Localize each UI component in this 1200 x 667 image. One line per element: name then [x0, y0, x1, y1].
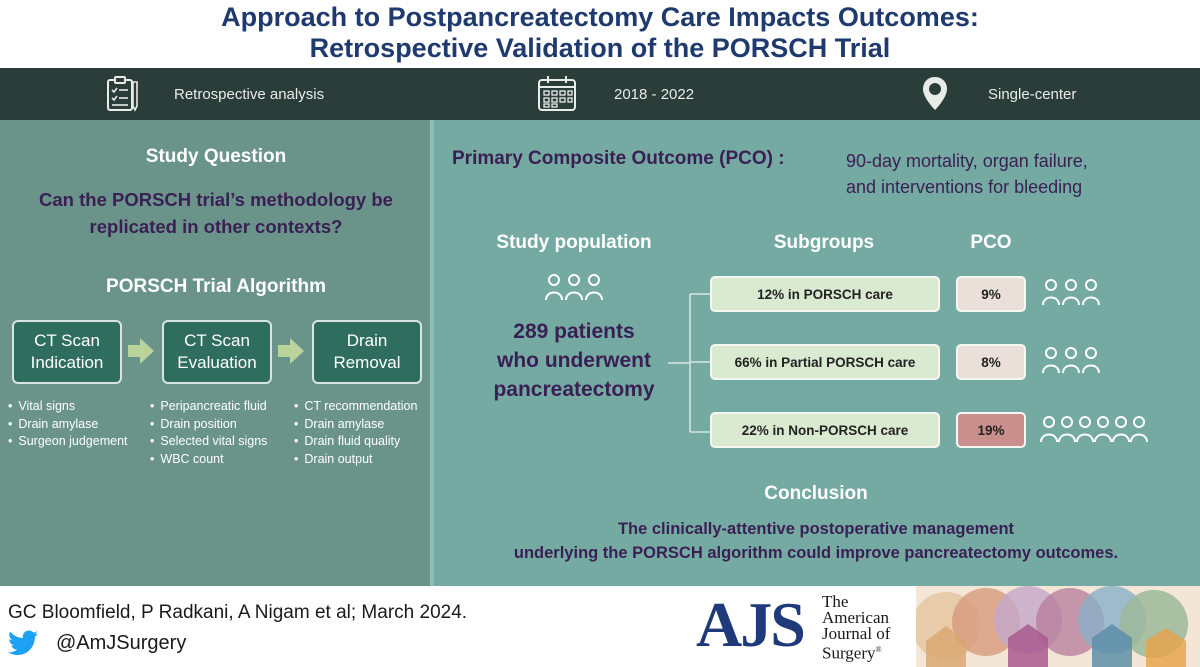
list-item: Vital signs: [8, 398, 128, 416]
step-box-drain-removal: Drain Removal: [312, 320, 422, 384]
twitter-bird-icon: [8, 630, 38, 655]
subgroup-non-porsch: 22% in Non-PORSCH care: [710, 412, 940, 448]
title-line-1: Approach to Postpancreatectomy Care Impa…: [221, 2, 979, 32]
pco-value-porsch: 9%: [956, 276, 1026, 312]
page-title: Approach to Postpancreatectomy Care Impa…: [0, 0, 1200, 70]
banner-design-label: Retrospective analysis: [174, 85, 325, 103]
clipboard-checklist-icon: [107, 76, 138, 112]
subgroups-heading: Subgroups: [773, 232, 875, 253]
population-line-3: pancreatectomy: [493, 378, 655, 401]
twitter-handle[interactable]: @AmJSurgery: [56, 632, 187, 654]
step-box-ct-indication: CT Scan Indication: [12, 320, 122, 384]
study-question-heading: Study Question: [145, 146, 287, 167]
step-3-line-1: Drain: [346, 331, 388, 350]
people-group-icon: [1042, 279, 1100, 306]
people-group-icon: [1040, 416, 1148, 443]
banner-setting-label: Single-center: [988, 85, 1077, 103]
study-question-line-1: Can the PORSCH trial’s methodology be: [39, 189, 393, 210]
population-line-2: who underwent: [497, 349, 651, 372]
subgroup-porsch: 12% in PORSCH care: [710, 276, 940, 312]
algorithm-heading: PORSCH Trial Algorithm: [106, 276, 326, 297]
list-item: Drain output: [294, 451, 417, 469]
banner-period-label: 2018 - 2022: [614, 85, 695, 103]
list-item: Surgeon judgement: [8, 433, 127, 451]
step-1-line-2: Indication: [30, 353, 104, 372]
list-item: Drain fluid quality: [294, 433, 417, 451]
calendar-icon: [538, 76, 576, 111]
list-item: Drain amylase: [8, 416, 128, 434]
journal-logo-name: The American Journal of Surgery®: [822, 592, 891, 663]
population-summary: 289 patients who underwent pancreatectom…: [474, 317, 674, 404]
arrow-right-icon: [128, 338, 154, 364]
people-group-icon: [1042, 347, 1100, 374]
pco-definition: 90-day mortality, organ failure, and int…: [846, 148, 1088, 200]
journal-name-line-1: The: [822, 592, 849, 611]
subgroup-connector: [668, 293, 710, 433]
journal-name-line-4: Surgery: [822, 643, 876, 663]
step-1-criteria-list: Vital signs Drain amylase Surgeon judgem…: [8, 398, 128, 451]
journal-name-line-3: Journal of: [822, 624, 891, 643]
list-item: Drain amylase: [294, 416, 417, 434]
conclusion-line-2: underlying the PORSCH algorithm could im…: [513, 544, 1119, 562]
pco-value-non-porsch: 19%: [956, 412, 1026, 448]
panel-divider: [430, 120, 434, 586]
list-item: WBC count: [150, 451, 267, 469]
list-item: Peripancreatic fluid: [150, 398, 267, 416]
pco-definition-line-1: 90-day mortality, organ failure,: [846, 151, 1088, 171]
list-item: Selected vital signs: [150, 433, 267, 451]
step-1-line-1: CT Scan: [34, 331, 100, 350]
diverse-faces-illustration: [916, 586, 1200, 667]
footer: GC Bloomfield, P Radkani, A Nigam et al;…: [0, 586, 1200, 667]
conclusion-heading: Conclusion: [764, 483, 868, 504]
pco-column-heading: PCO: [970, 232, 1012, 253]
population-heading: Study population: [496, 232, 652, 253]
population-line-1: 289 patients: [513, 320, 635, 343]
step-2-line-2: Evaluation: [177, 353, 257, 372]
banner-item-setting: Single-center: [920, 68, 1076, 120]
people-group-icon: [545, 274, 603, 301]
location-pin-icon: [923, 77, 947, 110]
study-question: Can the PORSCH trial’s methodology be re…: [0, 186, 432, 240]
conclusion-line-1: The clinically-attentive postoperative m…: [617, 520, 1015, 538]
citation: GC Bloomfield, P Radkani, A Nigam et al;…: [8, 602, 468, 623]
journal-logo-abbrev: AJS: [696, 589, 806, 660]
title-line-2: Retrospective Validation of the PORSCH T…: [309, 33, 891, 63]
info-banner: Retrospective analysis 2018 - 2022 Singl…: [0, 68, 1200, 120]
banner-item-period: 2018 - 2022: [536, 68, 694, 120]
pco-value-partial-porsch: 8%: [956, 344, 1026, 380]
study-question-line-2: replicated in other contexts?: [89, 216, 343, 237]
step-box-ct-evaluation: CT Scan Evaluation: [162, 320, 272, 384]
step-3-line-2: Removal: [333, 353, 401, 372]
journal-name-line-2: American: [822, 608, 890, 627]
pco-definition-line-2: and interventions for bleeding: [846, 177, 1083, 197]
step-3-criteria-list: CT recommendation Drain amylase Drain fl…: [294, 398, 417, 468]
pco-label: Primary Composite Outcome (PCO) :: [452, 148, 785, 169]
banner-item-design: Retrospective analysis: [104, 68, 324, 120]
conclusion-text: The clinically-attentive postoperative m…: [432, 517, 1200, 565]
step-2-criteria-list: Peripancreatic fluid Drain position Sele…: [150, 398, 267, 468]
subgroup-partial-porsch: 66% in Partial PORSCH care: [710, 344, 940, 380]
arrow-right-icon: [278, 338, 304, 364]
list-item: Drain position: [150, 416, 267, 434]
step-2-line-1: CT Scan: [184, 331, 250, 350]
list-item: CT recommendation: [294, 398, 417, 416]
registered-mark: ®: [875, 645, 882, 654]
